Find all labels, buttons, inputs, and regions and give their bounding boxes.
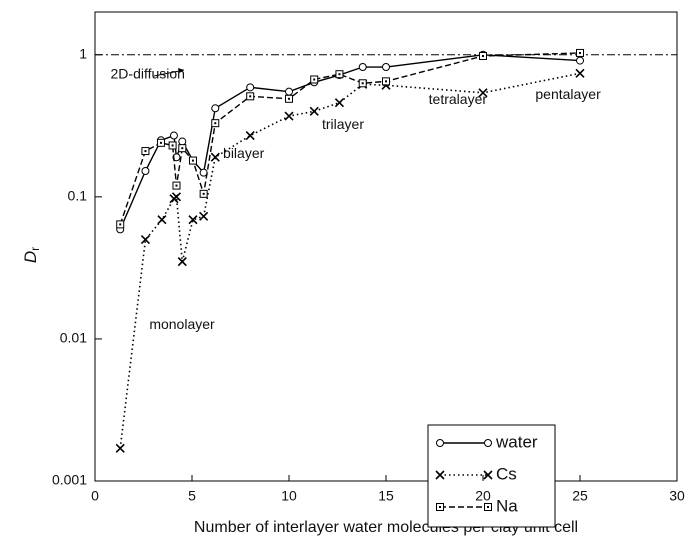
data-point: [157, 215, 167, 225]
data-point: [285, 87, 293, 96]
data-point: [245, 130, 255, 141]
data-point: [172, 181, 181, 190]
data-point: [478, 88, 488, 98]
data-point: [335, 70, 344, 79]
marker-dot: [439, 506, 441, 508]
marker-dot: [191, 159, 194, 162]
data-point: [246, 92, 255, 101]
marker-dot: [202, 192, 205, 195]
legend-marker: [436, 503, 444, 511]
marker-dot: [482, 55, 484, 58]
legend-label: Cs: [496, 464, 517, 483]
data-point: [199, 211, 209, 221]
x-tick-label: 10: [281, 488, 297, 504]
data-point: [358, 63, 367, 72]
arrow-head: [178, 68, 184, 73]
x-tick-label: 20: [475, 488, 491, 504]
marker-dot: [579, 51, 581, 54]
marker-dot: [171, 144, 174, 147]
data-point: [188, 215, 198, 225]
x-tick-label: 5: [188, 488, 196, 504]
marker-dot: [175, 184, 178, 187]
legend-marker: [484, 503, 492, 511]
data-point: [115, 443, 125, 453]
series-line: [119, 54, 581, 230]
marker-dot: [288, 97, 290, 100]
annotation: monolayer: [149, 316, 215, 332]
data-point: [246, 83, 255, 92]
data-point: [334, 98, 345, 108]
legend-label: water: [495, 432, 538, 451]
marker-dot: [338, 73, 341, 76]
marker-dot: [159, 141, 162, 144]
data-point: [141, 167, 150, 176]
y-axis-label-main: D: [21, 251, 40, 263]
y-axis-label: Dr: [21, 247, 42, 263]
data-point: [177, 257, 187, 267]
data-point: [178, 137, 187, 146]
marker-dot: [119, 223, 122, 226]
data-point: [576, 48, 584, 57]
data-point: [140, 235, 151, 245]
legend-marker: [484, 439, 492, 447]
data-point: [576, 56, 584, 65]
annotation: 2D-diffusion: [111, 66, 185, 82]
marker-dot: [361, 82, 364, 85]
data-point: [575, 68, 585, 78]
data-point: [169, 131, 178, 140]
annotation: tetralayer: [429, 91, 488, 107]
data-point: [178, 144, 187, 153]
data-point: [309, 106, 319, 116]
marker-dot: [487, 506, 489, 508]
data-point: [211, 104, 220, 113]
x-tick-label: 25: [572, 488, 588, 504]
data-point: [310, 75, 319, 84]
y-axis-label-sub: r: [28, 247, 42, 251]
legend-marker: [483, 470, 493, 480]
marker-dot: [249, 95, 252, 98]
annotation: pentalayer: [535, 86, 601, 102]
marker-dot: [313, 78, 316, 81]
x-tick-label: 30: [669, 488, 685, 504]
data-point: [479, 52, 487, 61]
marker-dot: [214, 122, 217, 125]
data-point: [284, 111, 294, 121]
legend-label: Na: [496, 496, 518, 515]
data-point: [358, 79, 367, 88]
data-point: [382, 63, 390, 72]
data-point: [172, 153, 181, 162]
data-point: [188, 156, 197, 165]
x-tick-label: 15: [378, 488, 394, 504]
annotation: bilayer: [223, 145, 265, 161]
y-tick-label: 0.01: [60, 330, 87, 346]
data-point: [116, 220, 125, 229]
marker-dot: [181, 147, 184, 150]
data-point: [141, 147, 150, 156]
data-point: [285, 94, 293, 103]
data-point: [171, 192, 182, 202]
annotation: trilayer: [322, 116, 364, 132]
data-point: [382, 77, 390, 86]
y-tick-label: 1: [79, 45, 87, 61]
data-point: [210, 152, 220, 162]
data-point: [199, 189, 208, 198]
x-tick-label: 0: [91, 488, 99, 504]
y-tick-label: 0.1: [68, 188, 88, 204]
y-tick-label: 0.001: [52, 472, 87, 488]
marker-dot: [385, 80, 387, 83]
legend-marker: [436, 439, 444, 447]
series-line: [119, 72, 581, 449]
data-point: [168, 141, 177, 150]
legend-marker: [435, 470, 445, 480]
marker-dot: [144, 150, 147, 153]
data-point: [156, 138, 165, 147]
data-point: [211, 119, 220, 128]
series-line: [119, 52, 581, 225]
